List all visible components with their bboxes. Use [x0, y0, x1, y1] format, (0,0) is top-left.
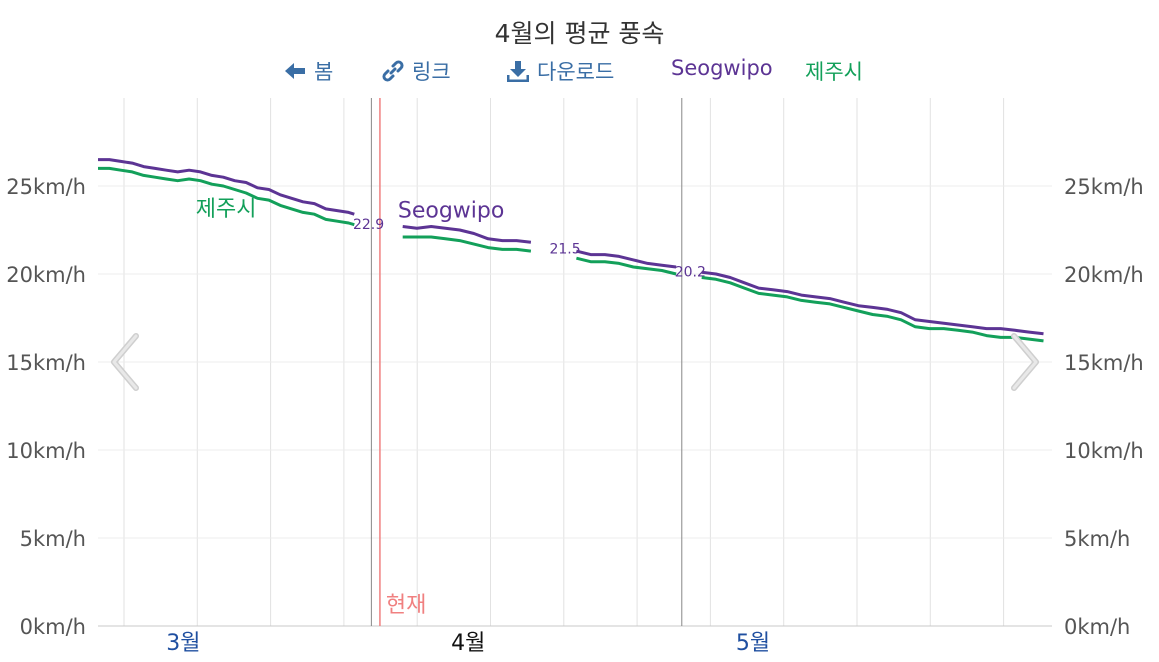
legend-item-seogwipo: Seogwipo: [671, 56, 773, 80]
chevron-right-icon: [1011, 333, 1039, 391]
y-tick-label-left: 5km/h: [20, 527, 86, 551]
series-label-seogwipo: Seogwipo: [398, 199, 504, 224]
link-button[interactable]: 링크: [382, 56, 451, 86]
link-label: 링크: [412, 60, 451, 84]
chart-title: 4월의 평균 풍속: [494, 19, 665, 48]
y-tick-label-right: 5km/h: [1064, 527, 1130, 551]
series-line-seogwipo: [402, 225, 532, 244]
y-tick-label-right: 15km/h: [1064, 351, 1144, 375]
legend-item-jeju: 제주시: [805, 56, 863, 86]
download-button[interactable]: 다운로드: [507, 56, 614, 86]
y-tick-label-left: 10km/h: [6, 439, 86, 463]
series-label-jeju: 제주시: [196, 197, 257, 222]
y-tick-label-right: 10km/h: [1064, 439, 1144, 463]
prev-season-label: 봄: [314, 60, 334, 84]
data-label: 22.9: [353, 217, 384, 233]
next-month-button[interactable]: [1004, 332, 1044, 392]
series-line-jeju: [576, 256, 677, 276]
y-tick-label-left: 0km/h: [20, 615, 86, 639]
series-line-seogwipo: [98, 158, 355, 216]
prev-month-button[interactable]: [106, 332, 146, 392]
download-label: 다운로드: [537, 60, 615, 84]
chevron-left-icon: [111, 333, 139, 391]
series-line-jeju: [402, 235, 532, 253]
data-label: 21.5: [549, 242, 580, 258]
x-tick-label-current-month: 4월: [451, 631, 485, 656]
legend-label: Seogwipo: [671, 56, 773, 80]
series-line-seogwipo: [576, 249, 677, 269]
y-tick-label-right: 20km/h: [1064, 263, 1144, 287]
now-label: 현재: [386, 593, 426, 618]
arrow-left-icon: [284, 61, 306, 81]
legend-label: 제주시: [805, 60, 863, 84]
series-line-jeju: [98, 166, 355, 227]
y-tick-label-left: 20km/h: [6, 263, 86, 287]
chart-toolbar: 봄 링크 다운로드 Seogwipo 제주시: [0, 56, 1159, 86]
download-icon: [507, 60, 529, 82]
y-tick-label-right: 0km/h: [1064, 615, 1130, 639]
data-label: 20.2: [675, 264, 706, 280]
y-tick-label-right: 25km/h: [1064, 175, 1144, 199]
prev-season-button[interactable]: 봄: [284, 56, 333, 86]
series-line-jeju: [701, 276, 1044, 343]
link-icon: [382, 60, 404, 82]
x-tick-label-month: 5월: [736, 631, 770, 656]
series-line-seogwipo: [701, 270, 1044, 336]
y-tick-label-left: 25km/h: [6, 175, 86, 199]
x-tick-label-month: 3월: [166, 631, 200, 656]
y-tick-label-left: 15km/h: [6, 351, 86, 375]
